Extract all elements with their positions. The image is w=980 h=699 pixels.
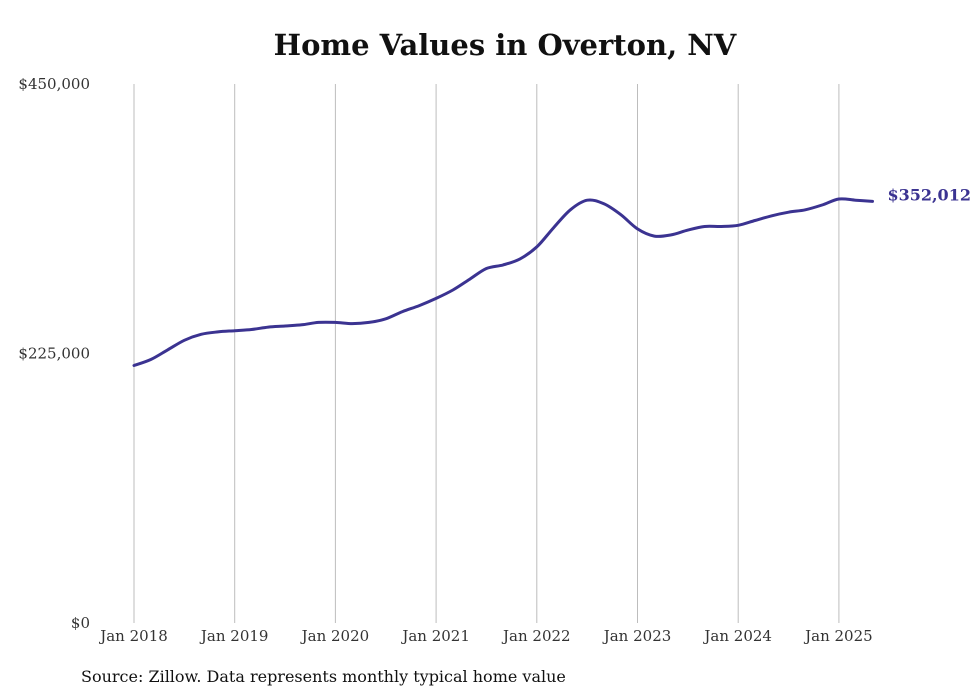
x-tick-label: Jan 2022	[501, 627, 571, 645]
chart-title: Home Values in Overton, NV	[273, 28, 737, 62]
y-tick-label: $0	[71, 614, 90, 632]
x-axis-ticks: Jan 2018 Jan 2019 Jan 2020 Jan 2021 Jan 2022…	[98, 627, 872, 645]
series-layer	[132, 197, 874, 367]
end-label-layer: $352,012	[887, 185, 971, 204]
grid-layer	[133, 84, 840, 623]
end-value-label: $352,012	[887, 185, 971, 204]
x-tick-label: Jan 2023	[602, 627, 672, 645]
x-tick-label: Jan 2025	[803, 627, 873, 645]
x-tick-label: Jan 2024	[702, 627, 772, 645]
x-tick-label: Jan 2018	[98, 627, 168, 645]
x-tick-label: Jan 2020	[300, 627, 370, 645]
y-tick-label: $225,000	[18, 345, 90, 363]
x-tick-label: Jan 2019	[199, 627, 269, 645]
y-axis-ticks: $0 $225,000 $450,000	[18, 75, 90, 632]
x-tick-label: Jan 2021	[400, 627, 470, 645]
source-note: Source: Zillow. Data represents monthly …	[81, 667, 566, 686]
series-line	[132, 197, 874, 367]
y-tick-label: $450,000	[18, 75, 90, 93]
